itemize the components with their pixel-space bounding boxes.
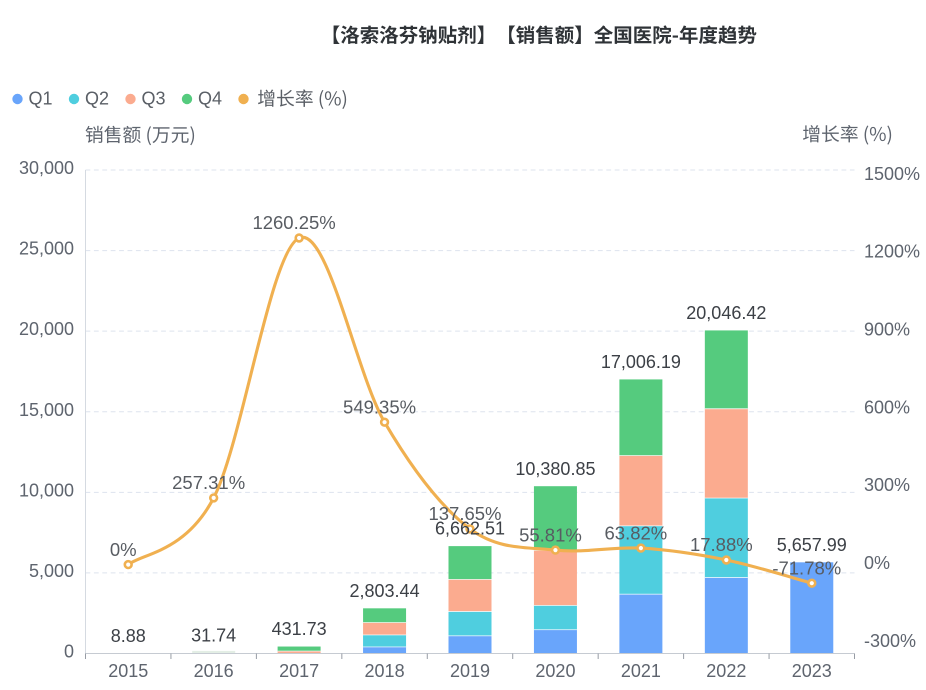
svg-text:10,000: 10,000 [19,480,74,500]
svg-text:5,000: 5,000 [29,561,74,581]
svg-text:Q2: Q2 [85,89,109,109]
svg-text:Q1: Q1 [29,89,53,109]
svg-text:2019: 2019 [450,661,490,681]
svg-text:600%: 600% [864,397,910,417]
svg-text:2020: 2020 [535,661,575,681]
svg-text:0%: 0% [864,553,890,573]
svg-text:17,006.19: 17,006.19 [601,352,681,372]
svg-text:5,657.99: 5,657.99 [777,535,847,555]
svg-text:137.65%: 137.65% [428,503,501,524]
svg-text:17.88%: 17.88% [690,534,753,555]
svg-text:10,380.85: 10,380.85 [515,459,595,479]
svg-text:30,000: 30,000 [19,158,74,178]
svg-text:31.74: 31.74 [191,626,236,646]
svg-text:55.81%: 55.81% [519,524,582,545]
svg-text:0%: 0% [110,539,137,560]
svg-text:63.82%: 63.82% [605,522,668,543]
svg-text:300%: 300% [864,475,910,495]
svg-text:Q4: Q4 [198,89,222,109]
svg-text:1260.25%: 1260.25% [252,212,335,233]
svg-text:8.88: 8.88 [111,626,146,646]
svg-text:257.31%: 257.31% [172,472,245,493]
svg-text:1200%: 1200% [864,242,920,262]
svg-text:549.35%: 549.35% [343,396,416,417]
svg-text:Q3: Q3 [142,89,166,109]
svg-text:20,000: 20,000 [19,319,74,339]
svg-text:2021: 2021 [621,661,661,681]
svg-text:2017: 2017 [279,661,319,681]
svg-text:-71.78%: -71.78% [772,557,841,578]
svg-text:25,000: 25,000 [19,239,74,259]
svg-text:20,046.42: 20,046.42 [686,303,766,323]
svg-text:0: 0 [64,642,74,662]
svg-text:15,000: 15,000 [19,400,74,420]
svg-text:2,803.44: 2,803.44 [350,581,420,601]
svg-text:2018: 2018 [365,661,405,681]
svg-text:-300%: -300% [864,631,916,651]
svg-text:431.73: 431.73 [272,619,327,639]
svg-text:900%: 900% [864,319,910,339]
svg-text:1500%: 1500% [864,164,920,184]
svg-text:2016: 2016 [194,661,234,681]
svg-text:2015: 2015 [108,661,148,681]
svg-text:2022: 2022 [706,661,746,681]
svg-text:2023: 2023 [792,661,832,681]
